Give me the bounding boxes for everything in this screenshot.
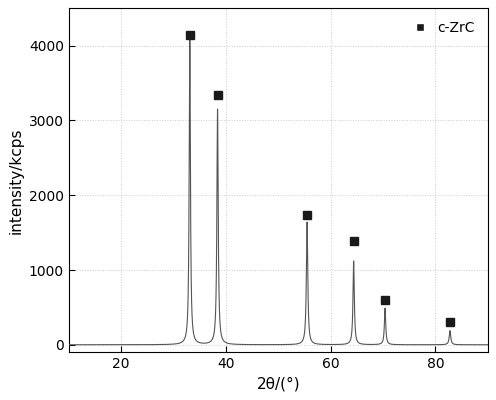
Y-axis label: intensity/kcps: intensity/kcps [8,127,23,234]
X-axis label: 2θ/(°): 2θ/(°) [256,377,300,392]
Legend: c-ZrC: c-ZrC [400,15,481,40]
